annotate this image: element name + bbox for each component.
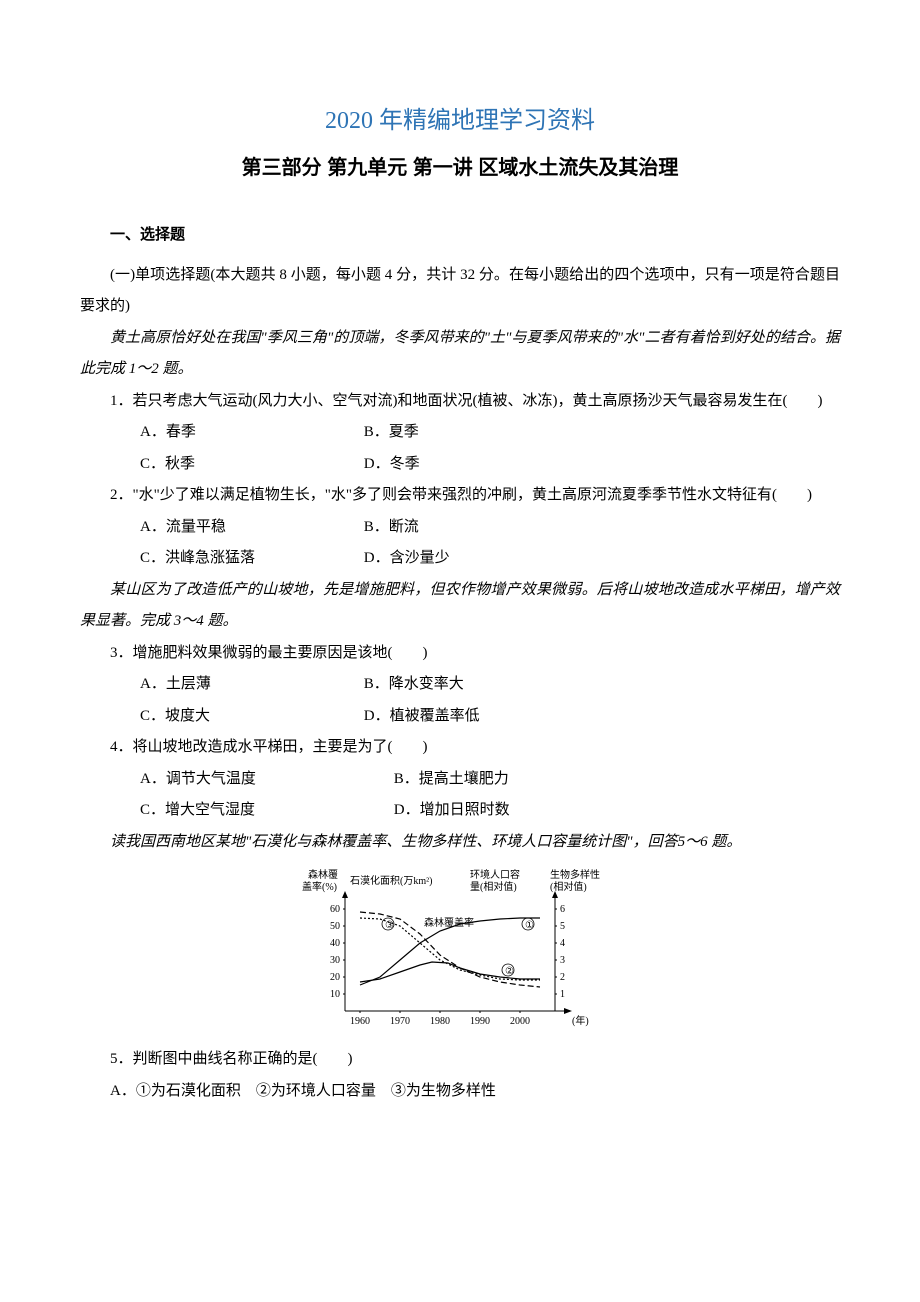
q2-option-d: D．含沙量少 — [334, 543, 514, 575]
q4-option-d: D．增加日照时数 — [364, 795, 544, 827]
section-heading: 一、选择题 — [80, 220, 840, 252]
sub-title: 第三部分 第九单元 第一讲 区域水土流失及其治理 — [80, 151, 840, 180]
y-axis-left-arrow — [342, 891, 348, 898]
svg-text:1990: 1990 — [470, 1016, 490, 1027]
marker-3: ③ — [385, 920, 394, 931]
forest-label: 森林覆盖率 — [424, 916, 474, 929]
svg-text:1980: 1980 — [430, 1016, 450, 1027]
right-axis2-label-2: (相对值) — [550, 880, 587, 893]
q4-option-c: C．增大空气湿度 — [110, 795, 360, 827]
svg-text:60: 60 — [330, 904, 340, 915]
q3-stem: 3．增施肥料效果微弱的最主要原因是该地( ) — [80, 638, 840, 670]
q2-options-row2: C．洪峰急涨猛落 D．含沙量少 — [80, 543, 840, 575]
q3-option-c: C．坡度大 — [110, 701, 330, 733]
q3-option-d: D．植被覆盖率低 — [334, 701, 514, 733]
q1-option-b: B．夏季 — [334, 417, 514, 449]
right-axis2-label-1: 生物多样性 — [550, 868, 600, 881]
q3-option-a: A．土层薄 — [110, 669, 330, 701]
svg-text:4: 4 — [560, 938, 565, 949]
chart-svg: 森林覆 盖率(%) 石漠化面积(万km²) 环境人口容 量(相对值) 生物多样性… — [300, 866, 620, 1036]
svg-text:10: 10 — [330, 989, 340, 1000]
q5-option-a: A．①为石漠化面积 ②为环境人口容量 ③为生物多样性 — [80, 1076, 840, 1108]
svg-text:1960: 1960 — [350, 1016, 370, 1027]
right-axis1-label-1: 环境人口容 — [470, 868, 520, 881]
svg-text:(年): (年) — [572, 1014, 589, 1027]
left-axis-label-2: 盖率(%) — [302, 880, 337, 893]
q3-options-row2: C．坡度大 D．植被覆盖率低 — [80, 701, 840, 733]
passage-2: 某山区为了改造低产的山坡地，先是增施肥料，但农作物增产效果微弱。后将山坡地改造成… — [80, 575, 840, 638]
q4-options-row1: A．调节大气温度 B．提高土壤肥力 — [80, 764, 840, 796]
right-y-ticks: 1 2 3 4 5 6 — [555, 904, 565, 1000]
chart-container: 森林覆 盖率(%) 石漠化面积(万km²) 环境人口容 量(相对值) 生物多样性… — [300, 866, 620, 1036]
q2-option-a: A．流量平稳 — [110, 512, 330, 544]
left-y-ticks: 10 20 30 40 50 60 — [330, 904, 345, 1000]
marker-1: ① — [525, 920, 534, 931]
svg-text:5: 5 — [560, 921, 565, 932]
svg-text:3: 3 — [560, 955, 565, 966]
q5-stem: 5．判断图中曲线名称正确的是( ) — [80, 1044, 840, 1076]
marker-2: ② — [505, 966, 514, 977]
q2-option-c: C．洪峰急涨猛落 — [110, 543, 330, 575]
svg-text:1970: 1970 — [390, 1016, 410, 1027]
svg-text:40: 40 — [330, 938, 340, 949]
q2-options-row1: A．流量平稳 B．断流 — [80, 512, 840, 544]
q3-option-b: B．降水变率大 — [334, 669, 514, 701]
svg-text:2: 2 — [560, 972, 565, 983]
x-ticks: 1960 1970 1980 1990 2000 (年) — [350, 1011, 589, 1027]
q4-option-a: A．调节大气温度 — [110, 764, 360, 796]
left-axis-label-1: 森林覆 — [308, 868, 338, 881]
main-title: 2020 年精编地理学习资料 — [80, 100, 840, 135]
q1-stem: 1．若只考虑大气运动(风力大小、空气对流)和地面状况(植被、冰冻)，黄土高原扬沙… — [80, 386, 840, 418]
svg-text:1: 1 — [560, 989, 565, 1000]
q4-option-b: B．提高土壤肥力 — [364, 764, 544, 796]
q4-options-row2: C．增大空气湿度 D．增加日照时数 — [80, 795, 840, 827]
svg-text:30: 30 — [330, 955, 340, 966]
q1-options-row1: A．春季 B．夏季 — [80, 417, 840, 449]
q2-option-b: B．断流 — [334, 512, 514, 544]
q1-options-row2: C．秋季 D．冬季 — [80, 449, 840, 481]
svg-text:6: 6 — [560, 904, 565, 915]
q1-option-d: D．冬季 — [334, 449, 514, 481]
q4-stem: 4．将山坡地改造成水平梯田，主要是为了( ) — [80, 732, 840, 764]
svg-text:2000: 2000 — [510, 1016, 530, 1027]
right-axis1-label-2: 量(相对值) — [470, 880, 517, 893]
passage-1: 黄土高原恰好处在我国"季风三角"的顶端，冬季风带来的"土"与夏季风带来的"水"二… — [80, 323, 840, 386]
svg-text:50: 50 — [330, 921, 340, 932]
q3-options-row1: A．土层薄 B．降水变率大 — [80, 669, 840, 701]
x-axis-arrow — [564, 1008, 572, 1014]
q1-option-c: C．秋季 — [110, 449, 330, 481]
q1-option-a: A．春季 — [110, 417, 330, 449]
left-axis2-label: 石漠化面积(万km²) — [350, 874, 432, 887]
passage-3: 读我国西南地区某地"石漠化与森林覆盖率、生物多样性、环境人口容量统计图"，回答5… — [80, 827, 840, 859]
svg-text:20: 20 — [330, 972, 340, 983]
q2-stem: 2．"水"少了难以满足植物生长，"水"多了则会带来强烈的冲刷，黄土高原河流夏季季… — [80, 480, 840, 512]
intro-paragraph: (一)单项选择题(本大题共 8 小题，每小题 4 分，共计 32 分。在每小题给… — [80, 260, 840, 323]
